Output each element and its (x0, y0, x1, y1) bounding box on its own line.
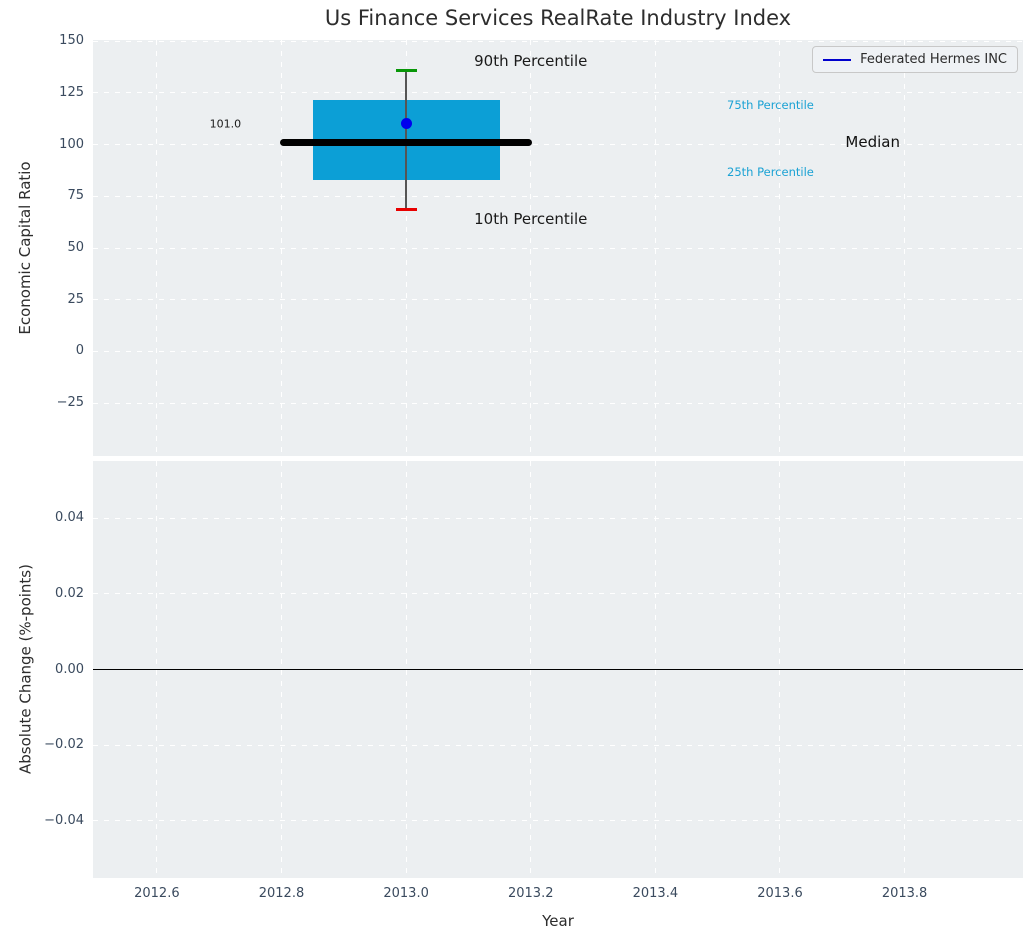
gridline-horizontal (93, 247, 1023, 249)
x-tick-label: 2013.6 (757, 886, 803, 901)
whisker-cap-90th (395, 68, 417, 72)
gridline-horizontal (93, 744, 1023, 746)
median-line (279, 139, 533, 147)
gridline-horizontal (93, 299, 1023, 301)
y-tick-label: 50 (67, 240, 84, 255)
x-axis-label: Year (542, 912, 574, 930)
company-value-dot (400, 118, 412, 130)
gridline-horizontal (93, 195, 1023, 197)
gridline-horizontal (93, 92, 1023, 94)
y-tick-label: 125 (59, 84, 84, 100)
x-tick-label: 2012.6 (134, 886, 180, 901)
legend-label: Federated Hermes INC (860, 52, 1007, 67)
x-tick-label: 2013.0 (383, 886, 429, 901)
y-tick-label: 150 (59, 33, 84, 49)
whisker-cap-10th (395, 208, 417, 212)
annotation-25th-percentile: 25th Percentile (727, 165, 814, 180)
chart-title: Us Finance Services RealRate Industry In… (324, 6, 792, 30)
gridline-horizontal (93, 402, 1023, 404)
annotation-90th-percentile: 90th Percentile (474, 52, 588, 71)
gridline-horizontal (93, 40, 1023, 42)
x-tick-label: 2013.4 (632, 886, 679, 901)
y-tick-label: 25 (67, 291, 84, 307)
gridline-horizontal (93, 144, 1023, 146)
legend-line-swatch (823, 58, 852, 61)
y-tick-label: 0.02 (55, 585, 84, 601)
gridline-horizontal (93, 517, 1023, 519)
y-tick-label: 0.04 (55, 510, 84, 526)
y-tick-label: −0.04 (44, 812, 84, 828)
y-tick-label: 75 (67, 188, 84, 204)
y-tick-label: −0.02 (44, 737, 84, 753)
gridline-horizontal (93, 820, 1023, 822)
annotation-median-label: Median (845, 133, 900, 152)
x-tick-label: 2013.8 (881, 886, 928, 901)
y-tick-label: 0.00 (55, 661, 84, 677)
gridline-horizontal (93, 593, 1023, 595)
annotation-75th-percentile: 75th Percentile (727, 98, 814, 113)
y-tick-label: 0 (75, 343, 84, 359)
x-tick-label: 2013.2 (507, 886, 554, 901)
annotation-10th-percentile: 10th Percentile (474, 210, 588, 229)
bottom-plot-area (93, 461, 1023, 878)
gridline-horizontal (93, 350, 1023, 352)
legend: Federated Hermes INC (812, 46, 1018, 73)
annotation-median-value: 101.0 (209, 117, 242, 131)
y-tick-label: 100 (59, 136, 84, 152)
x-tick-label: 2012.8 (258, 886, 305, 901)
zero-reference-line (93, 668, 1023, 671)
top-plot-area: 90th Percentile 10th Percentile 101.0 75th … (93, 40, 1023, 456)
y-tick-label: −25 (56, 395, 84, 411)
